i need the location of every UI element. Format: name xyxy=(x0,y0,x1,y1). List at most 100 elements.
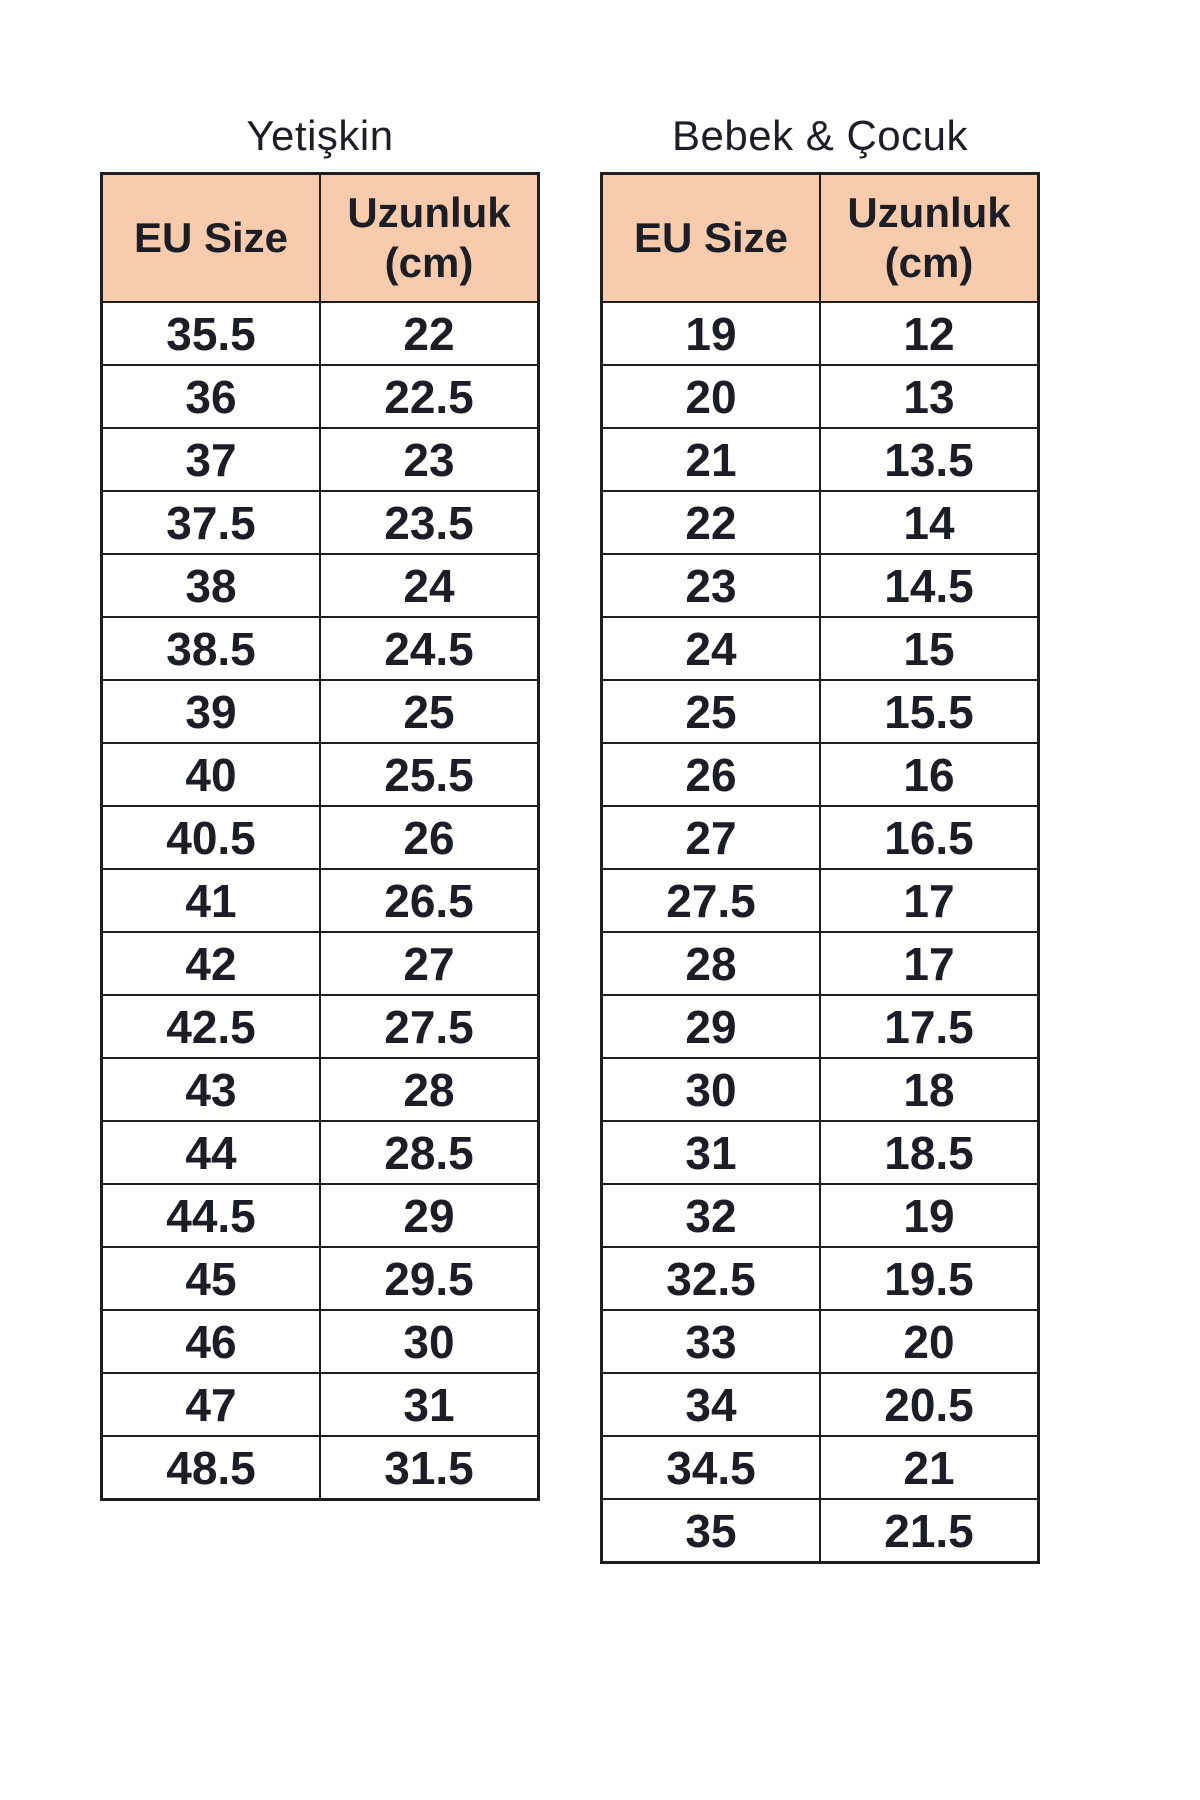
length-cm-cell: 16.5 xyxy=(819,805,1040,870)
table-row: 29 17.5 xyxy=(600,994,1040,1059)
eu-size-cell: 43 xyxy=(100,1057,321,1122)
length-cm-cell: 26 xyxy=(319,805,540,870)
table-row: 20 13 xyxy=(600,364,1040,429)
eu-size-cell: 44 xyxy=(100,1120,321,1185)
adult-size-table-section: Yetişkin EU Size Uzunluk (cm) 35.5 22 36 22… xyxy=(100,100,540,1501)
length-header-line1: Uzunluk xyxy=(847,188,1011,236)
table-row: 34.5 21 xyxy=(600,1435,1040,1500)
eu-size-cell: 22 xyxy=(600,490,821,555)
eu-size-cell: 42 xyxy=(100,931,321,996)
length-cm-cell: 20 xyxy=(819,1309,1040,1374)
eu-size-cell: 24 xyxy=(600,616,821,681)
table-row: 37 23 xyxy=(100,427,540,492)
length-cm-cell: 29 xyxy=(319,1183,540,1248)
eu-size-cell: 25 xyxy=(600,679,821,744)
table-row: 42 27 xyxy=(100,931,540,996)
length-cm-cell: 27.5 xyxy=(319,994,540,1059)
eu-size-column-header: EU Size xyxy=(100,172,321,303)
adult-table-title: Yetişkin xyxy=(246,112,394,159)
length-header-line2: (cm) xyxy=(884,239,974,286)
length-cm-cell: 23 xyxy=(319,427,540,492)
table-row: 28 17 xyxy=(600,931,1040,996)
table-row: 45 29.5 xyxy=(100,1246,540,1311)
eu-size-cell: 34 xyxy=(600,1372,821,1437)
length-cm-cell: 18 xyxy=(819,1057,1040,1122)
eu-size-cell: 30 xyxy=(600,1057,821,1122)
table-row: 21 13.5 xyxy=(600,427,1040,492)
length-cm-cell: 21 xyxy=(819,1435,1040,1500)
length-cm-cell: 26.5 xyxy=(319,868,540,933)
table-row: 44.5 29 xyxy=(100,1183,540,1248)
length-cm-cell: 24 xyxy=(319,553,540,618)
eu-size-cell: 34.5 xyxy=(600,1435,821,1500)
eu-size-cell: 35.5 xyxy=(100,301,321,366)
length-cm-cell: 24.5 xyxy=(319,616,540,681)
table-row: 44 28.5 xyxy=(100,1120,540,1185)
eu-size-cell: 32.5 xyxy=(600,1246,821,1311)
table-row: 34 20.5 xyxy=(600,1372,1040,1437)
table-row: 19 12 xyxy=(600,301,1040,366)
header-row: EU Size Uzunluk (cm) xyxy=(600,172,1040,303)
table-row: 22 14 xyxy=(600,490,1040,555)
length-cm-cell: 19 xyxy=(819,1183,1040,1248)
length-cm-cell: 20.5 xyxy=(819,1372,1040,1437)
table-row: 40 25.5 xyxy=(100,742,540,807)
table-row: 38 24 xyxy=(100,553,540,618)
length-cm-cell: 22 xyxy=(319,301,540,366)
table-row: 23 14.5 xyxy=(600,553,1040,618)
length-cm-cell: 28.5 xyxy=(319,1120,540,1185)
eu-size-cell: 47 xyxy=(100,1372,321,1437)
kids-table-title: Bebek & Çocuk xyxy=(672,112,968,159)
eu-size-cell: 38 xyxy=(100,553,321,618)
length-header-line2: (cm) xyxy=(384,239,474,286)
length-cm-cell: 22.5 xyxy=(319,364,540,429)
table-row: 47 31 xyxy=(100,1372,540,1437)
table-row: 26 16 xyxy=(600,742,1040,807)
eu-size-cell: 36 xyxy=(100,364,321,429)
adult-table-header: EU Size Uzunluk (cm) xyxy=(100,172,540,303)
eu-size-cell: 21 xyxy=(600,427,821,492)
eu-size-cell: 31 xyxy=(600,1120,821,1185)
table-row: 25 15.5 xyxy=(600,679,1040,744)
eu-size-cell: 26 xyxy=(600,742,821,807)
eu-size-cell: 39 xyxy=(100,679,321,744)
length-cm-cell: 19.5 xyxy=(819,1246,1040,1311)
length-cm-cell: 18.5 xyxy=(819,1120,1040,1185)
length-cm-cell: 12 xyxy=(819,301,1040,366)
table-row: 48.5 31.5 xyxy=(100,1435,540,1501)
kids-size-table-section: Bebek & Çocuk EU Size Uzunluk (cm) 19 12 2… xyxy=(600,100,1040,1564)
length-cm-cell: 21.5 xyxy=(819,1498,1040,1564)
table-row: 31 18.5 xyxy=(600,1120,1040,1185)
length-cm-cell: 30 xyxy=(319,1309,540,1374)
table-row: 41 26.5 xyxy=(100,868,540,933)
eu-size-cell: 37 xyxy=(100,427,321,492)
table-row: 43 28 xyxy=(100,1057,540,1122)
length-cm-cell: 15 xyxy=(819,616,1040,681)
eu-size-column-header: EU Size xyxy=(600,172,821,303)
length-cm-cell: 13.5 xyxy=(819,427,1040,492)
eu-size-cell: 23 xyxy=(600,553,821,618)
length-cm-cell: 16 xyxy=(819,742,1040,807)
table-row: 40.5 26 xyxy=(100,805,540,870)
length-header-line1: Uzunluk xyxy=(347,188,511,236)
eu-size-cell: 29 xyxy=(600,994,821,1059)
kids-table-body: 19 12 20 13 21 13.5 22 14 23 14.5 24 15 25 15.5 26 16 27… xyxy=(600,301,1040,1564)
table-row: 27 16.5 xyxy=(600,805,1040,870)
table-row: 42.5 27.5 xyxy=(100,994,540,1059)
table-row: 32 19 xyxy=(600,1183,1040,1248)
eu-size-cell: 33 xyxy=(600,1309,821,1374)
eu-size-cell: 27.5 xyxy=(600,868,821,933)
eu-size-cell: 28 xyxy=(600,931,821,996)
length-cm-cell: 27 xyxy=(319,931,540,996)
table-row: 32.5 19.5 xyxy=(600,1246,1040,1311)
eu-size-cell: 19 xyxy=(600,301,821,366)
kids-size-table: EU Size Uzunluk (cm) 19 12 20 13 21 13.5 22 14 2… xyxy=(600,172,1040,1564)
table-row: 36 22.5 xyxy=(100,364,540,429)
eu-size-cell: 20 xyxy=(600,364,821,429)
length-cm-cell: 25 xyxy=(319,679,540,744)
kids-table-header: EU Size Uzunluk (cm) xyxy=(600,172,1040,303)
table-row: 33 20 xyxy=(600,1309,1040,1374)
length-cm-cell: 25.5 xyxy=(319,742,540,807)
table-row: 24 15 xyxy=(600,616,1040,681)
